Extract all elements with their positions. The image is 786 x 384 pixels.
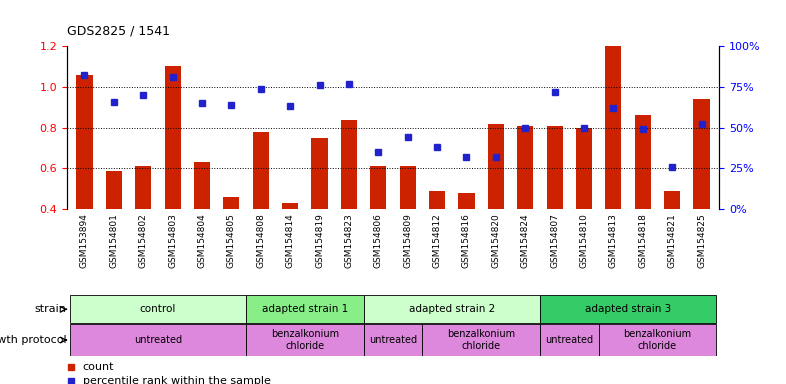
- Bar: [540, 324, 599, 356]
- Text: GSM154812: GSM154812: [432, 214, 442, 268]
- Text: benzalkonium
chloride: benzalkonium chloride: [623, 329, 692, 351]
- Text: GSM154807: GSM154807: [550, 214, 559, 268]
- Bar: [599, 324, 716, 356]
- Text: GSM154808: GSM154808: [256, 214, 265, 268]
- Bar: [194, 162, 210, 291]
- Text: GSM154823: GSM154823: [344, 214, 354, 268]
- Text: adapted strain 3: adapted strain 3: [585, 304, 671, 314]
- Text: GSM154813: GSM154813: [609, 214, 618, 268]
- Text: growth protocol: growth protocol: [0, 335, 66, 345]
- Bar: [223, 197, 240, 291]
- Bar: [311, 138, 328, 291]
- Text: GSM154824: GSM154824: [521, 214, 530, 268]
- Text: count: count: [83, 362, 114, 372]
- Bar: [546, 126, 563, 291]
- Bar: [76, 74, 93, 291]
- Bar: [635, 116, 651, 291]
- Bar: [282, 203, 298, 291]
- Text: GSM154814: GSM154814: [285, 214, 295, 268]
- Text: GSM154825: GSM154825: [697, 214, 706, 268]
- Text: untreated: untreated: [369, 335, 417, 345]
- Bar: [370, 166, 387, 291]
- Text: benzalkonium
chloride: benzalkonium chloride: [271, 329, 339, 351]
- Text: untreated: untreated: [134, 335, 182, 345]
- Text: percentile rank within the sample: percentile rank within the sample: [83, 376, 270, 384]
- Text: benzalkonium
chloride: benzalkonium chloride: [447, 329, 515, 351]
- Text: GSM154806: GSM154806: [374, 214, 383, 268]
- Bar: [540, 296, 716, 323]
- Text: control: control: [140, 304, 176, 314]
- Bar: [70, 324, 246, 356]
- Bar: [164, 66, 181, 291]
- Bar: [576, 127, 592, 291]
- Text: GSM154802: GSM154802: [138, 214, 148, 268]
- Text: GSM154803: GSM154803: [168, 214, 177, 268]
- Bar: [458, 193, 475, 291]
- Bar: [364, 296, 540, 323]
- Text: strain: strain: [35, 304, 66, 314]
- Bar: [488, 124, 504, 291]
- Bar: [135, 166, 151, 291]
- Text: GSM154809: GSM154809: [403, 214, 412, 268]
- Bar: [70, 296, 246, 323]
- Bar: [429, 191, 445, 291]
- Text: adapted strain 1: adapted strain 1: [262, 304, 348, 314]
- Bar: [252, 132, 269, 291]
- Bar: [664, 191, 680, 291]
- Text: untreated: untreated: [545, 335, 593, 345]
- Text: GSM154804: GSM154804: [197, 214, 207, 268]
- Bar: [106, 170, 122, 291]
- Bar: [693, 99, 710, 291]
- Bar: [246, 324, 364, 356]
- Text: GSM154816: GSM154816: [462, 214, 471, 268]
- Text: GSM153894: GSM153894: [80, 214, 89, 268]
- Text: GSM154821: GSM154821: [667, 214, 677, 268]
- Text: adapted strain 2: adapted strain 2: [409, 304, 495, 314]
- Bar: [364, 324, 422, 356]
- Text: GSM154801: GSM154801: [109, 214, 119, 268]
- Text: GSM154810: GSM154810: [579, 214, 589, 268]
- Bar: [605, 46, 622, 291]
- Text: GSM154805: GSM154805: [227, 214, 236, 268]
- Bar: [341, 119, 357, 291]
- Text: GDS2825 / 1541: GDS2825 / 1541: [67, 25, 170, 38]
- Bar: [246, 296, 364, 323]
- Text: GSM154820: GSM154820: [491, 214, 501, 268]
- Bar: [399, 166, 416, 291]
- Text: GSM154818: GSM154818: [638, 214, 648, 268]
- Bar: [517, 126, 534, 291]
- Bar: [422, 324, 540, 356]
- Text: GSM154819: GSM154819: [315, 214, 324, 268]
